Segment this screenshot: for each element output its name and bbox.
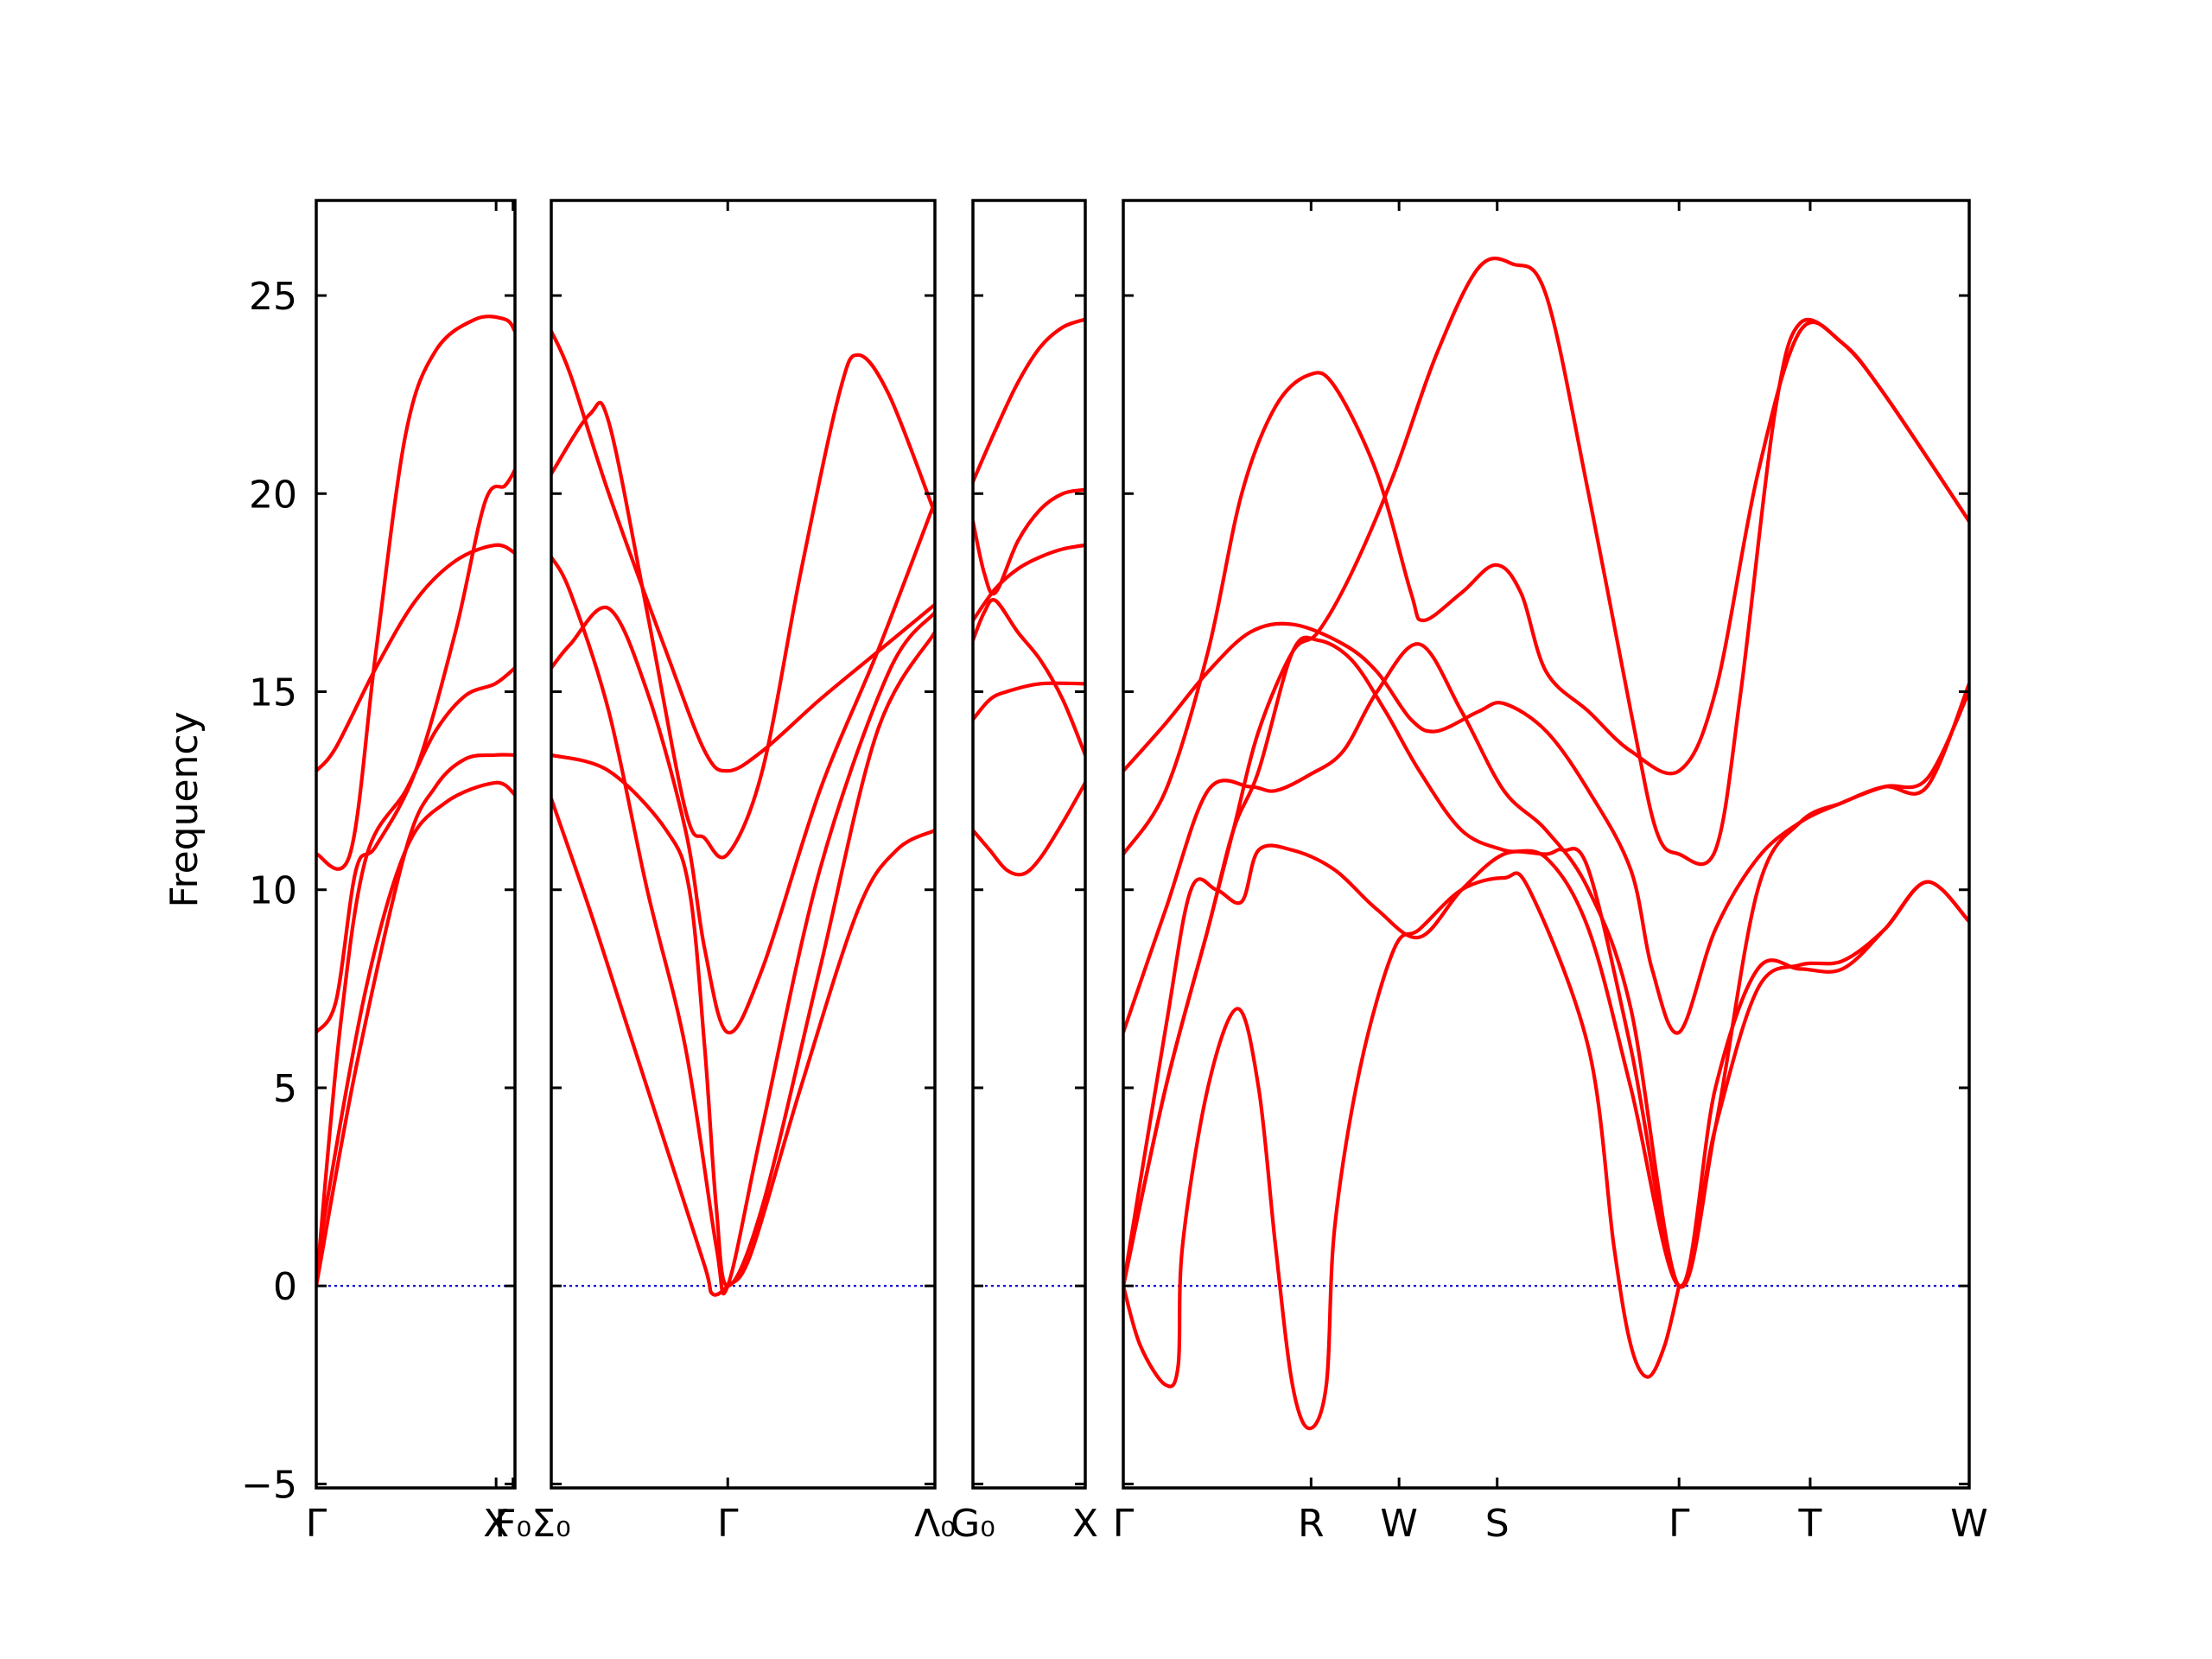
band-line-6 — [973, 780, 1085, 877]
x-tick-label: Γ — [1669, 1502, 1690, 1546]
y-axis-label: Frequency — [162, 711, 207, 907]
x-tick-label: R — [1298, 1502, 1325, 1546]
band-line-3 — [551, 555, 935, 1296]
x-tick-label: S — [1485, 1502, 1510, 1546]
x-tick-label: Γ — [1113, 1502, 1135, 1546]
band-line-2 — [973, 487, 1085, 596]
y-tick-label: 15 — [249, 671, 297, 715]
band-line-6 — [1123, 682, 1969, 1289]
x-tick-label: T — [1798, 1502, 1822, 1546]
band-line-1 — [316, 543, 515, 773]
x-tick-label: G₀ — [950, 1502, 995, 1546]
y-tick-label: 10 — [249, 869, 297, 913]
panel-frame — [971, 199, 1087, 1490]
y-tick-label: 20 — [249, 473, 297, 517]
band-line-3 — [1123, 642, 1969, 1289]
band-line-2 — [551, 353, 935, 860]
panel-frame — [315, 199, 517, 1490]
band-line-2 — [1123, 320, 1969, 856]
band-line-3 — [973, 543, 1085, 623]
band-line-6 — [551, 797, 935, 1297]
band-line-2 — [316, 315, 515, 871]
band-line-5 — [1123, 635, 1969, 1288]
y-tick-label: 0 — [273, 1265, 297, 1309]
band-line-4 — [1123, 256, 1969, 1288]
band-line-5 — [973, 681, 1085, 721]
x-tick-label: Γ — [306, 1502, 327, 1546]
bands — [551, 329, 935, 1297]
band-line-3 — [316, 467, 515, 1034]
band-line-1 — [551, 329, 935, 773]
x-tick-label: F₀ — [494, 1502, 531, 1546]
band-line-7 — [1123, 871, 1681, 1431]
y-tick-label: −5 — [241, 1463, 297, 1507]
panel-panel-g-x: G₀ X — [950, 199, 1098, 1546]
bands — [316, 315, 515, 1288]
bands — [1123, 256, 1969, 1431]
band-line-5 — [316, 753, 515, 1288]
panel-panel-sigma-gamma-lambda: Σ₀ Γ Λ₀ — [531, 199, 956, 1546]
band-line-6 — [316, 780, 515, 1288]
x-tick-label: Γ — [717, 1502, 739, 1546]
panel-panel-gamma-x: −5 0 5 10 15 20 25 Γ XF₀ — [241, 199, 531, 1546]
band-line-4 — [551, 499, 935, 1035]
x-tick-label: X — [1072, 1502, 1098, 1546]
panel-frame — [1122, 199, 1971, 1490]
band-line-4 — [316, 665, 515, 1288]
x-tick-label: W — [1380, 1502, 1418, 1546]
band-line-1 — [973, 317, 1085, 484]
x-tick-label: X — [483, 1502, 509, 1546]
x-tick-label: Σ₀ — [531, 1502, 570, 1546]
x-tick-label: Λ₀ — [914, 1502, 956, 1546]
x-tick-label: W — [1950, 1502, 1988, 1546]
y-tick-label: 5 — [273, 1067, 297, 1111]
y-tick-label: 25 — [249, 275, 297, 319]
band-line-4 — [973, 598, 1085, 757]
panel-frame — [550, 199, 937, 1490]
bands — [973, 317, 1085, 877]
band-line-5 — [551, 630, 935, 1288]
